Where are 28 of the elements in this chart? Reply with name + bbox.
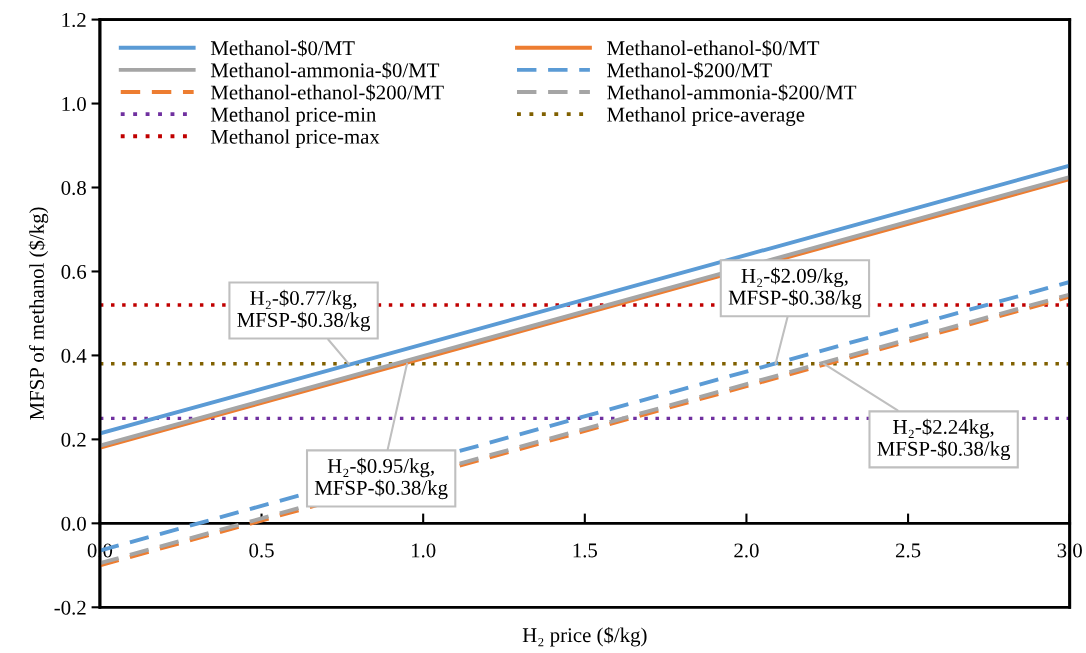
legend-label: Methanol price-max — [210, 129, 380, 149]
x-tick-label: 1.5 — [573, 543, 598, 558]
y-tick-label: 1.2 — [62, 13, 86, 28]
legend-label: Methanol-ammonia-$0/MT — [210, 62, 440, 79]
y-tick-label: 1.0 — [62, 96, 86, 112]
annotation: H₂-$2.24kg, MFSP-$0.38/kg — [877, 418, 1011, 461]
x-tick-label: 2.0 — [734, 543, 759, 558]
legend-label: Methanol-ethanol-$200/MT — [210, 84, 444, 101]
legend-label: Methanol price-average — [607, 106, 805, 126]
y-axis-title: MFSP of methanol ($/kg) — [28, 207, 49, 420]
y-tick-label: 0.6 — [61, 264, 87, 279]
annotation: H₂-$0.95/kg, MFSP-$0.38/kg — [314, 457, 448, 500]
legend-label: Methanol-ammonia-$200/MT — [607, 84, 857, 101]
x-tick-label: 1.0 — [411, 543, 436, 558]
y-tick-label: 0.0 — [61, 516, 86, 531]
x-tick-label: 0.5 — [249, 543, 274, 558]
y-tick-label: -0.2 — [54, 600, 86, 615]
annotation: H₂-$2.09/kg, MFSP-$0.38/kg — [728, 267, 862, 309]
legend-label: Methanol-$0/MT — [210, 39, 355, 57]
x-tick-label: 2.5 — [895, 543, 921, 558]
y-tick-label: 0.8 — [61, 180, 86, 196]
x-axis-title: H₂ price ($/kg) — [522, 626, 647, 647]
y-tick-label: 0.2 — [61, 432, 86, 447]
annotation: H₂-$0.77/kg, MFSP-$0.38/kg — [237, 289, 371, 332]
y-tick-label: 0.4 — [61, 348, 87, 363]
legend-label: Methanol-ethanol-$0/MT — [607, 39, 820, 57]
legend-label: Methanol-$200/MT — [607, 62, 772, 79]
legend-label: Methanol price-min — [210, 106, 377, 126]
